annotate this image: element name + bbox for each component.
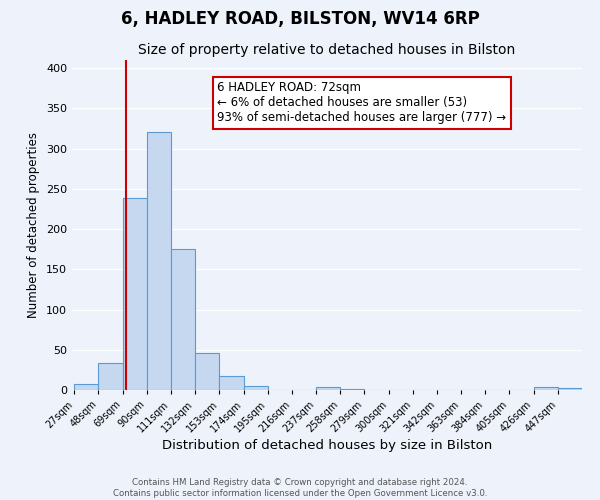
Bar	[244, 386, 268, 390]
Title: Size of property relative to detached houses in Bilston: Size of property relative to detached ho…	[139, 44, 515, 58]
Bar	[147, 132, 171, 390]
Bar	[98, 364, 122, 390]
Y-axis label: Number of detached properties: Number of detached properties	[28, 132, 40, 318]
X-axis label: Distribution of detached houses by size in Bilston: Distribution of detached houses by size …	[162, 440, 492, 452]
Bar	[533, 387, 558, 390]
Bar	[316, 387, 340, 390]
Bar	[74, 384, 98, 390]
Bar	[220, 376, 244, 390]
Text: 6, HADLEY ROAD, BILSTON, WV14 6RP: 6, HADLEY ROAD, BILSTON, WV14 6RP	[121, 10, 479, 28]
Bar	[340, 389, 364, 390]
Text: 6 HADLEY ROAD: 72sqm
← 6% of detached houses are smaller (53)
93% of semi-detach: 6 HADLEY ROAD: 72sqm ← 6% of detached ho…	[217, 82, 506, 124]
Bar	[171, 249, 195, 390]
Text: Contains HM Land Registry data © Crown copyright and database right 2024.
Contai: Contains HM Land Registry data © Crown c…	[113, 478, 487, 498]
Bar	[195, 353, 220, 390]
Bar	[558, 388, 582, 390]
Bar	[122, 198, 147, 390]
